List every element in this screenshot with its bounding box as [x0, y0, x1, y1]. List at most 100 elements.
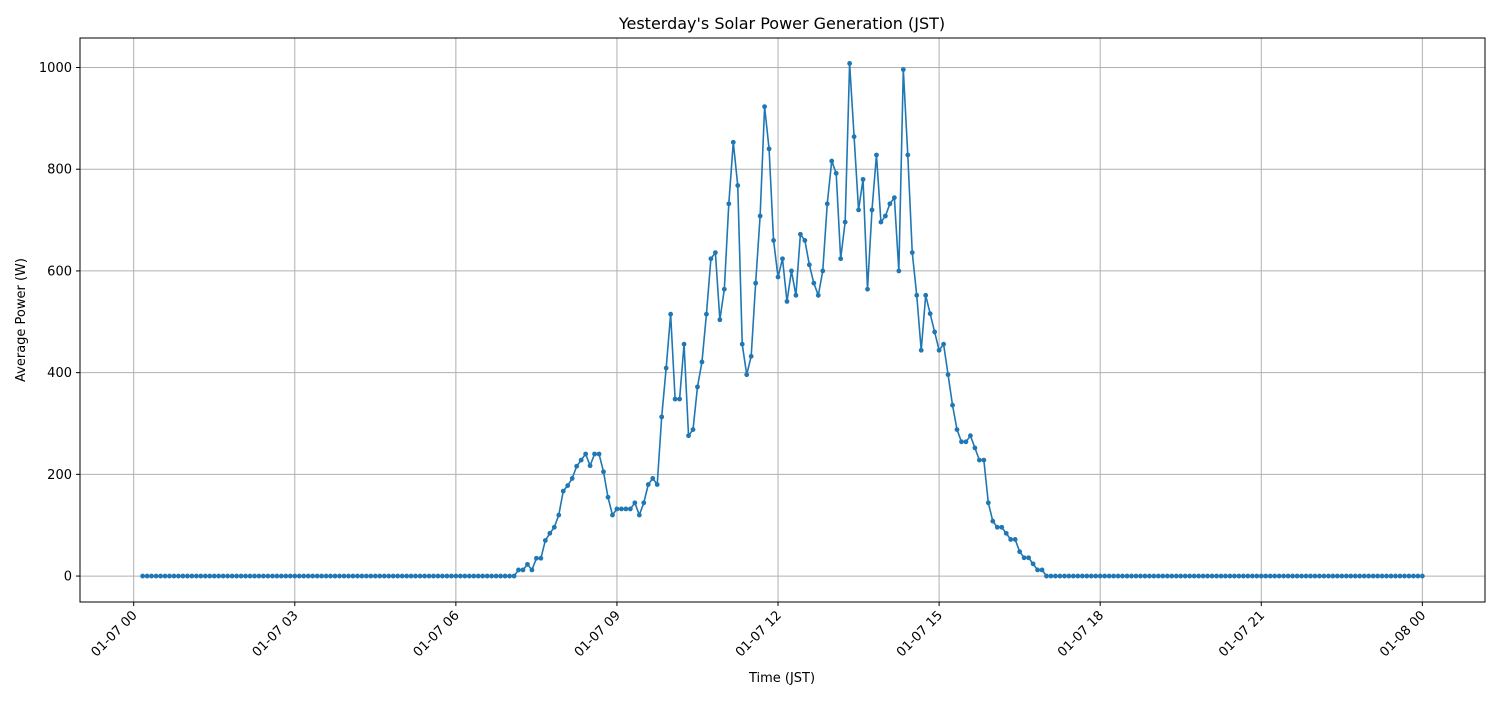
data-point — [1352, 573, 1358, 579]
data-point — [739, 341, 745, 347]
data-point — [797, 231, 803, 237]
data-point — [909, 250, 915, 256]
data-point — [972, 445, 978, 451]
data-point — [1299, 573, 1304, 579]
data-point — [256, 573, 262, 579]
data-point — [1388, 573, 1394, 579]
data-point — [355, 573, 360, 579]
data-point — [1317, 573, 1322, 579]
data-point — [891, 195, 897, 201]
data-point — [1397, 573, 1403, 579]
x-tick-label: 01-07 09 — [572, 608, 624, 660]
data-point — [690, 427, 696, 432]
data-point — [363, 573, 369, 579]
data-point — [431, 573, 436, 579]
data-point — [721, 286, 727, 292]
data-point — [838, 256, 844, 262]
data-point — [507, 573, 512, 579]
data-point — [1084, 573, 1090, 579]
data-point — [565, 483, 571, 488]
data-point — [1232, 573, 1237, 579]
data-point — [695, 384, 700, 390]
data-point — [1173, 573, 1179, 579]
data-point — [932, 329, 938, 335]
data-point — [999, 524, 1005, 530]
x-axis-label: Time (JST) — [748, 671, 815, 686]
data-point — [489, 573, 495, 579]
data-point — [287, 573, 293, 579]
data-point — [158, 573, 163, 579]
data-point — [927, 311, 933, 317]
data-point — [1129, 573, 1134, 579]
data-point — [918, 347, 924, 353]
data-point — [1182, 573, 1188, 579]
data-point — [1415, 573, 1421, 579]
data-point — [193, 573, 199, 579]
data-point — [981, 457, 987, 463]
data-point — [140, 573, 146, 579]
data-point — [274, 573, 280, 579]
data-point — [1088, 573, 1094, 579]
data-point — [936, 347, 942, 353]
data-point — [1218, 573, 1224, 579]
data-point — [833, 170, 839, 176]
data-point — [829, 158, 835, 164]
data-point — [265, 573, 271, 579]
data-point — [1021, 555, 1027, 561]
data-point — [1393, 573, 1398, 579]
data-point — [498, 573, 504, 579]
data-point — [762, 104, 768, 110]
data-point — [856, 207, 861, 213]
data-point — [346, 573, 351, 579]
data-point — [1366, 573, 1372, 579]
series-path — [142, 63, 1423, 577]
y-axis: 0 200 400 600 800 1000 — [39, 61, 80, 585]
data-point — [144, 573, 150, 579]
data-point — [404, 573, 410, 579]
x-tick-label: 01-07 12 — [733, 608, 785, 660]
data-point — [1187, 573, 1193, 579]
data-point — [198, 573, 204, 579]
data-point — [623, 506, 629, 512]
data-point — [1290, 573, 1295, 579]
data-point — [820, 268, 826, 274]
y-tick-label: 1000 — [39, 61, 72, 76]
data-point — [1053, 573, 1058, 579]
data-point — [480, 573, 486, 579]
data-point — [1138, 573, 1143, 579]
data-point — [435, 573, 441, 579]
data-point — [247, 573, 253, 579]
data-point — [547, 530, 553, 536]
data-point — [1164, 573, 1170, 579]
data-point — [587, 463, 593, 469]
data-point — [806, 262, 812, 268]
data-point — [860, 176, 866, 182]
data-point — [1142, 573, 1148, 579]
data-point — [780, 256, 785, 262]
data-point — [619, 506, 624, 512]
data-point — [337, 573, 342, 579]
data-point — [775, 274, 781, 280]
data-point — [659, 414, 665, 420]
data-point — [1030, 561, 1036, 567]
data-point — [681, 341, 687, 347]
data-point — [672, 396, 678, 402]
data-point — [296, 573, 302, 579]
data-point — [417, 573, 423, 579]
data-point — [1008, 537, 1014, 542]
data-point — [516, 567, 521, 573]
data-point — [730, 139, 736, 145]
data-point — [1035, 567, 1040, 573]
data-point — [1375, 573, 1381, 579]
data-point — [963, 439, 969, 445]
data-point — [1191, 573, 1197, 579]
data-point — [985, 500, 991, 506]
x-tick-label: 01-08 00 — [1377, 608, 1429, 660]
data-point — [534, 555, 539, 561]
data-point — [1294, 573, 1300, 579]
x-tick-label: 01-07 18 — [1055, 608, 1107, 660]
data-point — [493, 573, 499, 579]
data-point — [189, 573, 195, 579]
y-tick-label: 400 — [47, 366, 72, 381]
data-point — [869, 207, 875, 213]
